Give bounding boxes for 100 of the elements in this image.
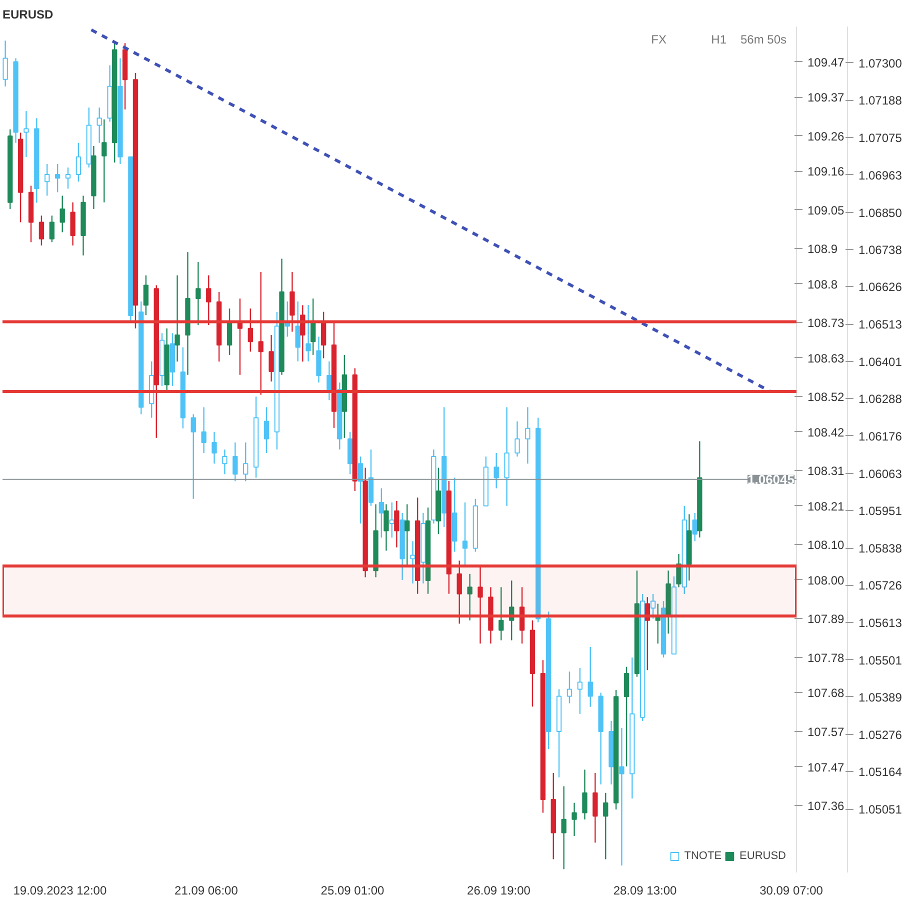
y2-tick-label: 108.8: [808, 277, 838, 292]
ref-line-label: 1.06045: [748, 472, 795, 487]
y-tick-label: 1.05951: [858, 504, 902, 518]
candlestick: [358, 456, 364, 524]
candlestick: [676, 553, 682, 588]
y-tick-label: 1.06738: [858, 242, 902, 257]
y-tick-label: 1.05838: [858, 542, 902, 556]
candlestick: [655, 603, 660, 644]
x-tick-label: 30.09 07:00: [760, 884, 824, 898]
y2-tick-label: 108.42: [808, 425, 845, 440]
candlestick: [196, 261, 201, 326]
y-tick-label: 1.06176: [858, 429, 902, 444]
y-tick-label: 1.07188: [858, 94, 902, 108]
candlestick: [222, 448, 228, 475]
y2-tick-label: 109.37: [808, 90, 845, 104]
candlestick: [619, 727, 624, 866]
candlestick: [38, 215, 44, 246]
y-tick-label: 1.05164: [858, 765, 902, 780]
candlestick: [206, 274, 212, 326]
y-tick-label: 1.05726: [858, 578, 902, 593]
candlestick: [96, 106, 102, 144]
chart-title: EURUSD: [2, 8, 54, 22]
y2-tick-label: 108.52: [808, 390, 845, 404]
y-tick-label: 1.06288: [858, 392, 902, 406]
annotation: H1: [711, 32, 727, 46]
y2-tick-label: 108.31: [808, 464, 845, 478]
candlestick: [519, 586, 525, 644]
y2-tick-label: 108.9: [808, 242, 838, 256]
candlestick: [566, 670, 572, 704]
candlestick: [577, 667, 583, 714]
candlestick: [525, 406, 530, 464]
candlestick: [44, 163, 50, 196]
y2-tick-label: 109.47: [808, 55, 845, 70]
candlestick: [478, 566, 483, 644]
x-tick-label: 28.09 13:00: [613, 884, 678, 898]
candlestick: [232, 442, 238, 482]
candlestick: [326, 360, 332, 401]
y-tick-label: 1.05389: [858, 690, 902, 704]
candlestick: [76, 142, 82, 182]
y2-tick-label: 109.26: [808, 129, 845, 144]
y2-tick-label: 107.36: [808, 799, 845, 814]
y-tick-label: 1.05501: [858, 653, 902, 668]
y-tick-label: 1.06963: [858, 168, 902, 182]
candlestick: [258, 271, 264, 396]
annotation: 56m 50s: [740, 32, 787, 46]
candlestick: [588, 646, 593, 708]
candlestick: [70, 202, 76, 246]
legend-label: TNOTE: [684, 850, 722, 862]
candlestick: [514, 420, 520, 458]
candlestick: [494, 452, 499, 489]
candlestick: [624, 666, 630, 767]
legend-label: EURUSD: [740, 850, 786, 862]
candlestick: [201, 406, 206, 454]
candlestick: [24, 110, 29, 158]
y2-tick-label: 107.89: [808, 612, 845, 626]
candlestick: [212, 431, 217, 464]
candlestick: [561, 786, 566, 870]
candlestick: [174, 274, 180, 362]
x-tick-label: 25.09 01:00: [320, 884, 385, 898]
y-tick-label: 1.05613: [858, 616, 902, 630]
y2-tick-label: 109.05: [808, 203, 845, 218]
candlestick: [2, 40, 8, 88]
candlestick: [268, 334, 274, 382]
candlestick: [49, 215, 55, 243]
candlestick: [60, 195, 65, 233]
candlestick: [592, 772, 598, 844]
y2-tick-label: 108.63: [808, 351, 845, 366]
candlestick: [410, 540, 416, 584]
candlestick: [65, 166, 71, 190]
y2-tick-label: 107.47: [808, 760, 845, 774]
y-tick-label: 1.06063: [858, 466, 902, 481]
candlestick: [54, 163, 60, 193]
y2-tick-label: 107.68: [808, 686, 845, 700]
annotation: FX: [651, 32, 667, 46]
y-tick-label: 1.06401: [858, 354, 902, 369]
y-tick-label: 1.06850: [858, 206, 902, 220]
y2-tick-label: 108.73: [808, 316, 845, 330]
candlestick: [467, 573, 472, 621]
candlestick: [143, 274, 149, 316]
y2-tick-label: 108.10: [808, 538, 845, 552]
y-tick-label: 1.05051: [858, 802, 902, 817]
candlestick: [264, 406, 270, 454]
y2-tick-label: 109.16: [808, 164, 845, 179]
y2-tick-label: 107.78: [808, 650, 845, 665]
y2-tick-label: 108.00: [808, 573, 845, 588]
y-tick-label: 1.06626: [858, 280, 902, 294]
candlestick: [456, 560, 462, 624]
y-tick-label: 1.07075: [858, 131, 902, 146]
y-tick-label: 1.06513: [858, 318, 902, 332]
candlestick: [248, 308, 254, 352]
candlestick: [243, 442, 248, 482]
x-tick-label: 21.09 06:00: [174, 884, 238, 898]
x-tick-label: 26.09 19:00: [467, 884, 531, 898]
y2-tick-label: 108.21: [808, 499, 845, 514]
candlestick: [462, 502, 468, 566]
y-tick-label: 1.05276: [858, 728, 902, 742]
candlestick: [572, 802, 577, 837]
candlestick: [509, 580, 514, 641]
candlestick: [692, 512, 698, 542]
y2-tick-label: 107.57: [808, 725, 845, 739]
